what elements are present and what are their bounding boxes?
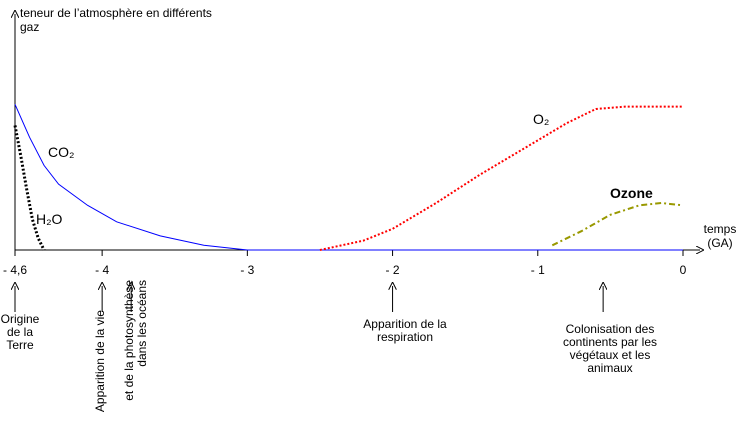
series-label: Ozone — [610, 185, 653, 201]
series-line — [319, 105, 683, 251]
series-line — [13, 125, 46, 251]
series-line — [551, 201, 684, 247]
x-tick-label: - 1 — [531, 263, 545, 277]
series-label: CO₂ — [48, 144, 74, 160]
series-line — [14, 104, 683, 251]
annotation: Apparition de la respiration — [363, 317, 447, 344]
annotation: Origine de la Terre — [0, 312, 40, 352]
annotation: et de la photosynthèse dans les océans — [122, 280, 150, 401]
annotation: Colonisation des continents par les végé… — [562, 322, 658, 375]
y-axis-label: teneur de l’atmosphère en différents gaz — [20, 6, 212, 34]
x-tick-label: - 2 — [386, 263, 400, 277]
annotation: Apparition de la vie — [93, 310, 108, 413]
series-label: H₂O — [36, 211, 63, 227]
x-tick-label: - 3 — [240, 263, 254, 277]
x-axis-label: temps (GA) — [703, 222, 737, 250]
x-tick-label: - 4 — [95, 263, 109, 277]
x-tick-label: 0 — [680, 263, 687, 277]
series-label: O₂ — [533, 111, 549, 127]
x-tick-label: - 4,6 — [3, 263, 27, 277]
